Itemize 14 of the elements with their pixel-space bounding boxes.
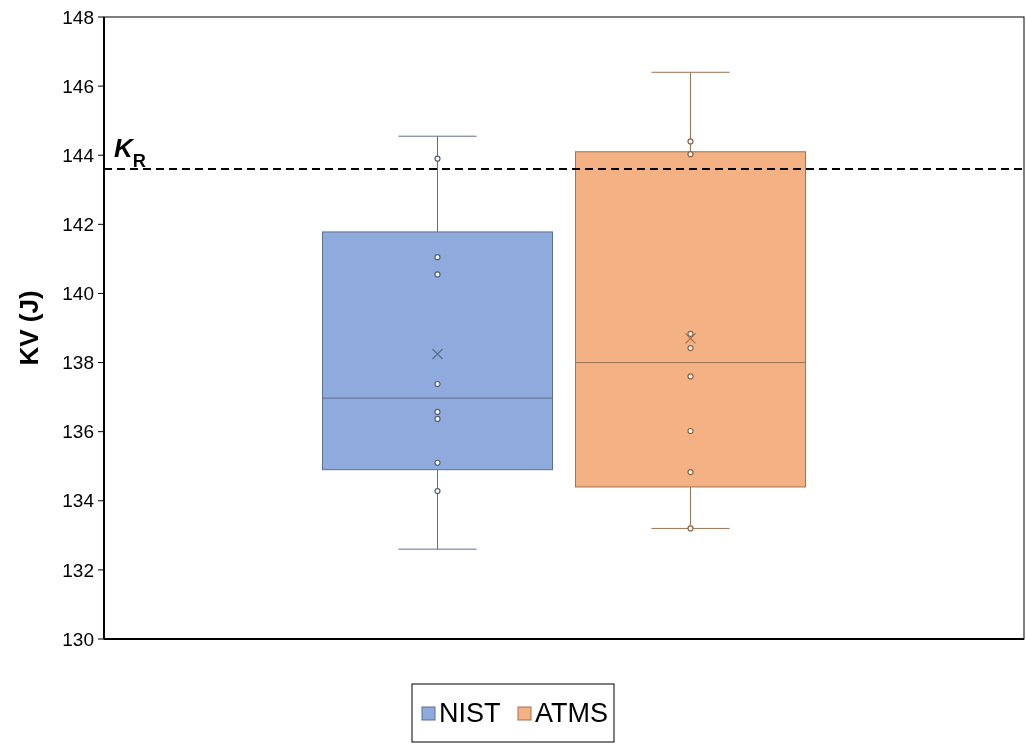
ref-line-label: K$_{R}$ [114,133,146,172]
y-tick-label: 140 [62,283,94,305]
y-tick-label: 142 [62,213,94,235]
y-tick-label: 146 [62,75,94,97]
legend-label: NIST [439,698,501,729]
y-tick-label: 138 [62,352,94,374]
y-tick-label: 136 [62,421,94,443]
legend-label: ATMS [535,698,608,729]
y-tick-label: 148 [62,6,94,28]
y-axis-title: KV (J) [14,290,44,366]
y-tick-label: 132 [62,559,94,581]
y-tick-label: 134 [62,490,95,512]
y-tick-label: 130 [62,628,94,650]
y-tick-label: 144 [62,144,95,166]
